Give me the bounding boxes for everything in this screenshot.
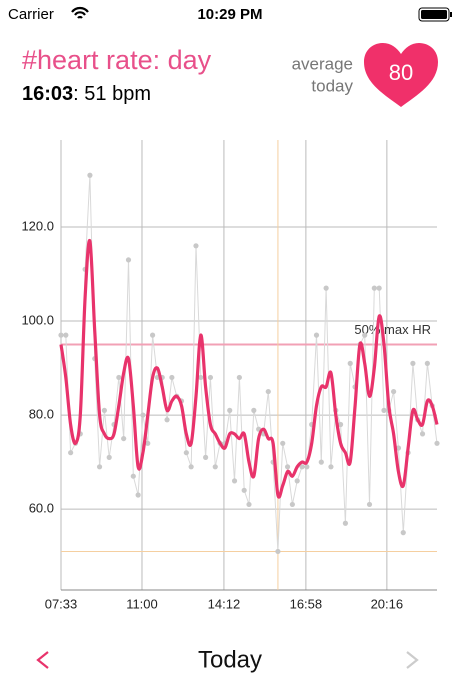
reading: 16:03: 51 bpm (22, 83, 151, 105)
raw-point (130, 473, 136, 479)
y-tick-label: 120.0 (21, 218, 54, 233)
raw-point (381, 407, 387, 413)
reading-time: 16:03 (22, 83, 73, 105)
raw-point (424, 360, 430, 366)
average-value: 80 (389, 60, 413, 85)
smooth-line (59, 239, 439, 499)
raw-point (116, 374, 122, 381)
average-label: average (292, 54, 353, 73)
y-tick-label: 80.0 (29, 407, 54, 422)
raw-point (366, 501, 373, 508)
raw-point (135, 492, 141, 498)
raw-point (328, 464, 334, 470)
raw-point (318, 459, 324, 465)
raw-point (58, 332, 64, 338)
x-tick-label: 07:33 (45, 596, 78, 611)
raw-point (164, 417, 170, 423)
battery-level (421, 10, 447, 19)
raw-point (193, 243, 199, 249)
raw-point (203, 454, 209, 460)
wifi-icon (71, 6, 89, 19)
raw-point (280, 440, 286, 446)
raw-point (419, 431, 426, 437)
raw-point (376, 285, 382, 291)
raw-point (342, 520, 349, 526)
raw-point (299, 464, 305, 470)
x-tick-label: 11:00 (126, 596, 158, 611)
clock: 10:29 PM (197, 6, 262, 23)
raw-point (188, 464, 194, 470)
raw-point (337, 421, 344, 428)
raw-point (275, 548, 281, 555)
raw-point (289, 501, 295, 508)
raw-point (241, 487, 247, 493)
raw-point (207, 374, 214, 381)
raw-point (391, 388, 397, 395)
raw-point (212, 464, 218, 470)
raw-point (313, 332, 320, 338)
raw-point (140, 412, 146, 418)
x-tick-label: 16:58 (290, 596, 323, 611)
raw-point (294, 478, 300, 484)
title: #heart rate: day (22, 45, 212, 75)
prev-button[interactable] (36, 651, 49, 669)
raw-point (304, 464, 310, 470)
raw-point (96, 464, 103, 470)
raw-point (125, 257, 132, 263)
x-tick-label: 14:12 (208, 596, 241, 611)
raw-point (434, 440, 440, 446)
raw-point (395, 445, 402, 451)
next-button[interactable] (406, 651, 419, 669)
raw-point (347, 360, 353, 366)
raw-point (63, 332, 69, 338)
raw-point (149, 332, 156, 338)
raw-point (251, 407, 257, 413)
raw-point (236, 374, 242, 381)
y-tick-label: 100.0 (21, 312, 54, 327)
raw-point (323, 285, 329, 291)
raw-point (246, 501, 252, 508)
carrier: Carrier (8, 6, 54, 23)
raw-point (87, 172, 93, 178)
raw-point (284, 464, 291, 470)
raw-line (61, 175, 438, 552)
raw-point (400, 530, 406, 536)
raw-point (371, 285, 377, 291)
raw-point (169, 374, 175, 381)
x-tick-label: 20:16 (371, 596, 404, 611)
footer-label: Today (198, 646, 262, 673)
raw-point (198, 374, 204, 381)
battery-tip (450, 12, 452, 17)
raw-point (106, 454, 112, 460)
raw-point (227, 407, 233, 413)
raw-point (68, 450, 74, 456)
raw-point (121, 435, 127, 442)
raw-point (410, 360, 416, 366)
raw-point (145, 440, 151, 446)
battery (418, 7, 450, 22)
heart (364, 43, 438, 107)
reading-value: : 51 bpm (73, 83, 151, 105)
raw-point (265, 388, 271, 395)
raw-point (231, 478, 238, 484)
y-tick-label: 60.0 (29, 501, 54, 516)
average-label: today (311, 76, 353, 95)
raw-point (183, 450, 189, 456)
raw-point (101, 407, 107, 413)
raw-point (362, 332, 368, 338)
